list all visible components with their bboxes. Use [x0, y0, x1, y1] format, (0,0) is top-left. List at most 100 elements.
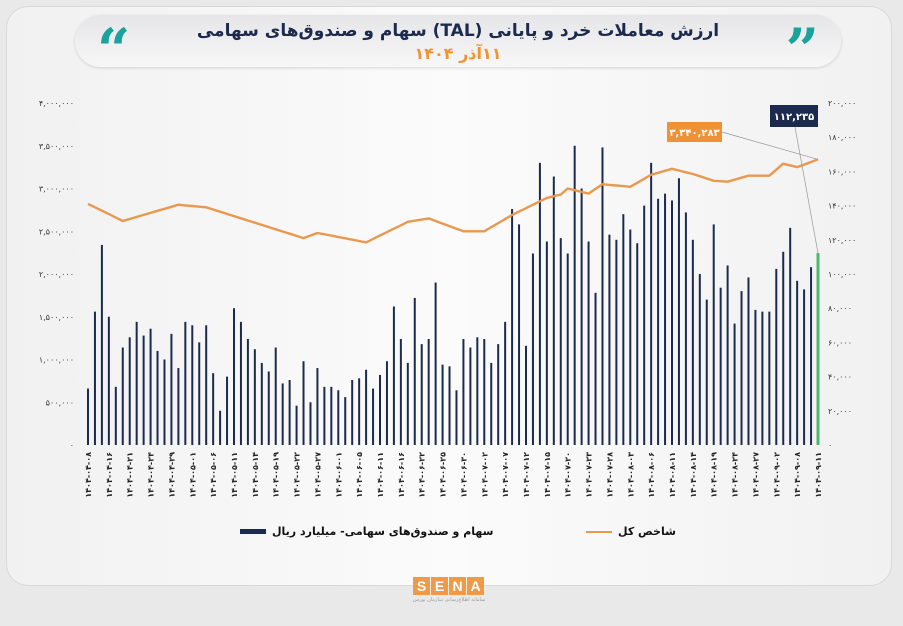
right-axis-tick-label: ۸۰,۰۰۰: [828, 304, 852, 313]
bar: [497, 344, 500, 445]
right-axis-tick-label: ۱۴۰,۰۰۰: [828, 202, 856, 211]
bar: [406, 362, 409, 445]
bar: [643, 205, 646, 445]
bar: [233, 308, 235, 445]
legend-line-swatch: [586, 530, 612, 533]
bar: [93, 311, 96, 445]
bar: [504, 321, 507, 445]
bar: [740, 291, 743, 445]
bar: [316, 368, 319, 445]
bar: [302, 361, 305, 445]
bar: [142, 335, 145, 445]
bar: [629, 229, 632, 445]
x-axis-tick-label: ۱۴۰۴-۰۴-۱۶: [105, 452, 114, 498]
bar: [198, 342, 201, 445]
x-axis-tick-label: ۱۴۰۴-۰۷-۰۷: [501, 452, 510, 498]
x-axis-tick-label: ۱۴۰۴-۰۶-۲۲: [418, 452, 427, 498]
bar: [789, 227, 792, 445]
bar: [594, 292, 597, 445]
bar: [295, 405, 298, 445]
bar: [657, 198, 660, 445]
left-axis-tick-label: ۲,۵۰۰,۰۰۰: [39, 227, 74, 236]
bar: [636, 243, 639, 445]
x-axis-tick-label: ۱۴۰۴-۰۶-۰۱: [334, 452, 343, 498]
bar: [379, 374, 381, 445]
x-axis-tick-label: ۱۴۰۴-۰۸-۲۴: [731, 452, 740, 498]
bar: [372, 388, 375, 445]
callout-leader-bar: [794, 126, 819, 254]
bar: [775, 268, 778, 445]
x-axis-tick-label: ۱۴۰۴-۰۷-۲۳: [585, 452, 594, 498]
bar: [705, 299, 708, 445]
callout-index-value: ۳,۳۴۰,۲۸۳: [669, 128, 719, 139]
right-axis-tick-label: ۱۰۰,۰۰۰: [828, 270, 856, 279]
x-axis-tick-label: ۱۴۰۴-۰۸-۱۱: [668, 452, 677, 498]
right-axis-tick-label: ۲۰۰,۰۰۰: [828, 99, 856, 108]
x-axis-tick-label: ۱۴۰۴-۰۷-۱۲: [522, 452, 531, 498]
bar: [413, 297, 416, 445]
bar: [622, 214, 625, 445]
bar: [545, 241, 548, 445]
bar: [712, 224, 715, 445]
bar: [566, 253, 569, 445]
x-axis-tick-label: ۱۴۰۴-۰۸-۱۴: [689, 452, 698, 498]
x-axis-tick-label: ۱۴۰۴-۰۵-۰۱: [188, 452, 197, 498]
bar: [135, 321, 138, 445]
bar: [184, 321, 187, 445]
bar: [803, 289, 806, 445]
bar: [455, 390, 458, 445]
bar: [281, 383, 284, 445]
bar: [212, 373, 215, 445]
bar: [677, 178, 680, 446]
callout-bar-box: [770, 105, 818, 127]
bar: [87, 388, 89, 445]
right-axis-tick-label: ۱۶۰,۰۰۰: [828, 167, 856, 176]
bar: [267, 371, 270, 445]
bar: [552, 176, 555, 445]
bar: [559, 238, 562, 445]
callout-leader-line: [721, 131, 819, 160]
bar: [239, 321, 242, 445]
bar: [420, 344, 423, 445]
right-axis-tick-label: ۴۰,۰۰۰: [828, 373, 852, 382]
bar: [392, 306, 395, 445]
bar: [399, 338, 402, 445]
x-axis-tick-label: ۱۴۰۴-۰۸-۲۷: [751, 452, 760, 498]
legend-line-label: شاخص کل: [618, 525, 676, 538]
bar: [761, 311, 764, 445]
bar: [490, 362, 493, 445]
left-axis-tick-label: ۳,۵۰۰,۰۰۰: [39, 142, 74, 151]
x-axis-tick-label: ۱۴۰۴-۰۶-۱۱: [376, 452, 385, 498]
x-axis-tick-label: ۱۴۰۴-۰۶-۳۰: [459, 452, 468, 498]
bar: [810, 267, 813, 445]
bar: [469, 347, 472, 445]
bar: [226, 376, 229, 445]
bar: [121, 347, 124, 445]
left-axis-tick-label: ۱,۰۰۰,۰۰۰: [39, 356, 74, 365]
sena-logo: S E N A سامانه اطلاع‌رسانی سازمان بورس: [413, 577, 485, 603]
bar: [733, 323, 736, 445]
x-axis-tick-label: ۱۴۰۴-۰۶-۱۶: [397, 452, 406, 498]
x-axis-tick-label: ۱۴۰۴-۰۵-۱۴: [251, 452, 260, 498]
callout-index-box: [667, 122, 722, 142]
bar: [191, 325, 194, 445]
bar: [337, 390, 340, 445]
bar: [538, 162, 541, 445]
bar: [434, 282, 437, 445]
index-line: [87, 158, 819, 244]
bar: [747, 277, 750, 445]
x-axis-tick-label: ۱۴۰۴-۰۹-۰۲: [772, 452, 781, 498]
right-axis-tick-label: ۰: [828, 441, 832, 450]
bar: [156, 350, 159, 445]
bar: [511, 209, 514, 445]
logo-tagline: سامانه اطلاع‌رسانی سازمان بورس: [413, 597, 486, 603]
quote-open-icon: “: [97, 16, 131, 84]
bar: [483, 338, 486, 445]
legend-bar-swatch: [240, 529, 266, 534]
bar-latest: [816, 253, 820, 445]
bar: [309, 402, 312, 445]
chart-card: “ ارزش معاملات خرد و پایانی (TAL) سهام و…: [6, 6, 892, 586]
logo-letter: N: [449, 577, 466, 595]
logo-letter: S: [413, 577, 430, 595]
bar: [441, 364, 444, 445]
